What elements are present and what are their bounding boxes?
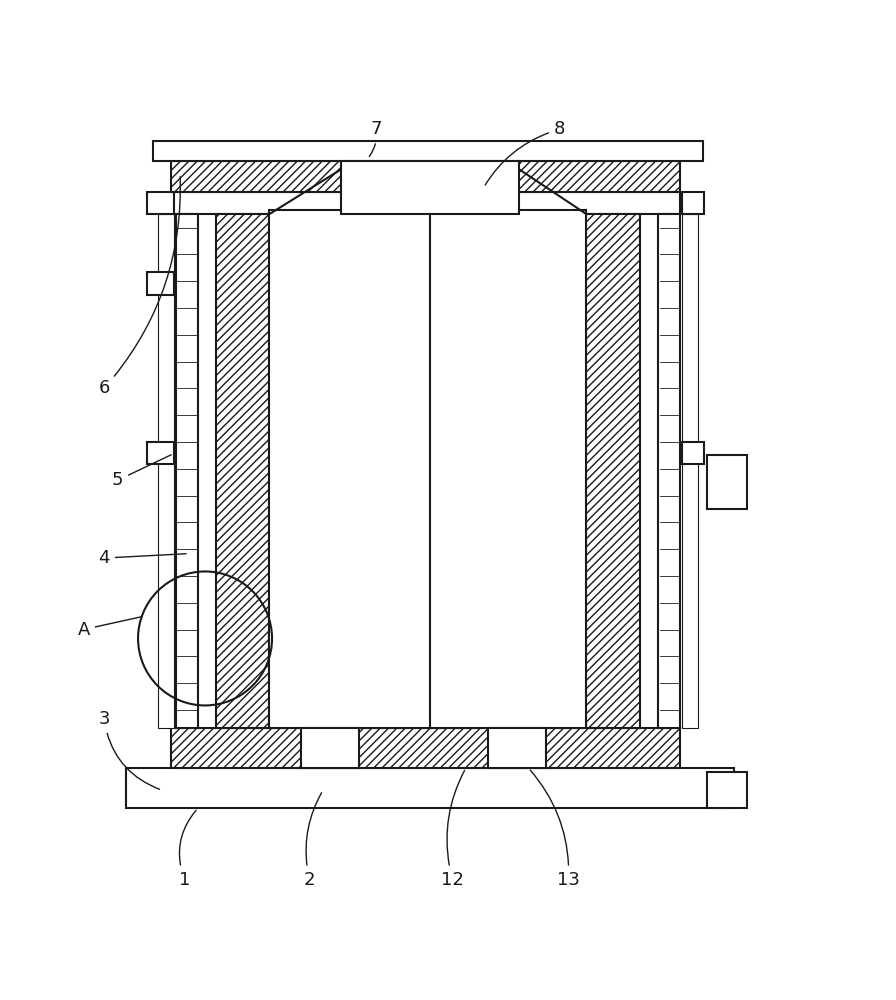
Text: 12: 12 (441, 770, 464, 889)
Text: 2: 2 (304, 793, 322, 889)
Bar (682, 442, 704, 464)
Bar (587, 214, 640, 728)
Bar (301, 728, 358, 768)
Text: 4: 4 (99, 549, 186, 567)
Bar (270, 210, 587, 728)
Text: 6: 6 (99, 177, 180, 397)
Text: 7: 7 (369, 120, 383, 157)
Bar (171, 192, 680, 214)
Bar (147, 272, 174, 295)
Bar (126, 768, 734, 808)
Bar (147, 442, 174, 464)
Text: 1: 1 (179, 810, 196, 889)
Text: 13: 13 (530, 770, 580, 889)
Bar (707, 772, 747, 808)
Bar (488, 728, 547, 768)
Text: 5: 5 (112, 455, 171, 489)
Bar (658, 214, 680, 728)
Bar (216, 214, 270, 728)
Bar (176, 214, 198, 728)
Bar (147, 192, 174, 214)
Bar (158, 214, 174, 728)
Bar (153, 141, 702, 161)
Bar (682, 192, 704, 214)
Bar (171, 161, 680, 192)
Text: 3: 3 (99, 710, 159, 789)
Bar (340, 161, 520, 214)
Bar (171, 728, 680, 768)
Bar (707, 455, 747, 509)
Text: A: A (77, 617, 142, 639)
Bar (682, 214, 698, 728)
Text: 8: 8 (485, 120, 565, 185)
